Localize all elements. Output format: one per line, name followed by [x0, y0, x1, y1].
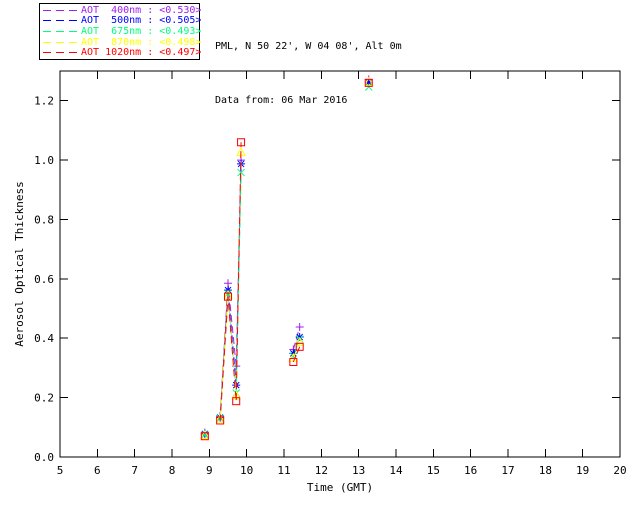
x-tick-label: 12 [315, 464, 328, 477]
x-tick-label: 11 [277, 464, 290, 477]
y-tick-label: 1.0 [34, 154, 54, 167]
marker-square [295, 342, 304, 351]
x-tick-label: 5 [57, 464, 64, 477]
x-tick-label: 20 [613, 464, 626, 477]
y-tick-label: 1.2 [34, 95, 54, 108]
x-tick-label: 9 [206, 464, 213, 477]
data-date: Data from: 06 Mar 2016 [215, 95, 348, 106]
marker-square [364, 78, 373, 87]
legend-entry-1: AOT 500nm : <0.505> [40, 15, 202, 27]
marker-plus [295, 322, 304, 331]
x-axis-title: Time (GMT) [307, 481, 373, 494]
marker-square [200, 432, 209, 441]
marker-triangle [294, 336, 305, 346]
marker-asterisk [200, 429, 209, 438]
legend-label: AOT 400nm : <0.530> [81, 4, 202, 16]
x-tick-label: 13 [352, 464, 365, 477]
legend-dash-line [43, 9, 77, 11]
legend-dash-line [43, 52, 77, 54]
y-tick-label: 0.0 [34, 451, 54, 464]
y-axis-title: Aerosol Optical Thickness [13, 181, 26, 347]
series-line [292, 326, 301, 350]
y-axis: 0.0 0.2 0.4 0.6 0.8 1.0 1.2 [34, 95, 620, 464]
series-aot-500nm [200, 78, 373, 438]
legend-label: AOT 1020nm : <0.497> [81, 47, 202, 59]
legend-dash-line [43, 41, 77, 43]
legend-dash-line [43, 20, 77, 22]
y-tick-label: 0.8 [34, 213, 54, 226]
marker-x [237, 168, 245, 177]
y-tick-label: 0.6 [34, 273, 54, 286]
x-tick-label: 16 [464, 464, 477, 477]
x-tick-label: 8 [169, 464, 176, 477]
series-line [219, 142, 242, 421]
series-aot-1020nm [200, 78, 373, 441]
station-title: PML, N 50 22', W 04 08', Alt 0m [215, 41, 402, 52]
legend-entry-3: AOT 870nm : <0.498> [40, 36, 202, 48]
series-line [292, 346, 301, 363]
y-tick-label: 0.2 [34, 392, 54, 405]
x-tick-label: 7 [131, 464, 138, 477]
marker-square [232, 397, 241, 406]
marker-asterisk [364, 78, 373, 87]
series-aot-870nm [200, 76, 374, 440]
x-tick-label: 6 [94, 464, 101, 477]
x-tick-label: 10 [240, 464, 253, 477]
x-tick-label: 19 [576, 464, 589, 477]
series-aot-400nm [200, 75, 373, 437]
marker-x [364, 83, 373, 91]
legend-dash-line [43, 30, 77, 32]
legend-label: AOT 870nm : <0.498> [81, 36, 202, 48]
marker-triangle [200, 430, 210, 440]
legend-entry-4: AOT 1020nm : <0.497> [40, 47, 202, 59]
marker-square [289, 357, 298, 366]
x-tick-label: 15 [427, 464, 440, 477]
legend-label: AOT 500nm : <0.505> [81, 15, 202, 27]
marker-square [216, 416, 225, 425]
legend-entry-2: AOT 675nm : <0.493> [40, 25, 202, 37]
marker-plus [224, 279, 232, 288]
marker-triangle [215, 413, 225, 423]
x-tick-label: 14 [389, 464, 403, 477]
x-axis: 5 6 7 8 9 10 11 12 13 14 15 16 17 18 19 20 [57, 71, 627, 477]
legend-entry-0: AOT 400nm : <0.530> [40, 4, 202, 16]
y-tick-label: 0.4 [34, 332, 54, 345]
x-tick-label: 17 [501, 464, 514, 477]
marker-square [224, 292, 232, 301]
marker-square [237, 138, 246, 147]
legend-label: AOT 675nm : <0.493> [81, 25, 202, 37]
series-aot-675nm [200, 83, 373, 439]
plot-frame [59, 70, 621, 458]
x-tick-label: 18 [539, 464, 552, 477]
title-block: PML, N 50 22', W 04 08', Alt 0m Data fro… [215, 2, 402, 146]
marker-triangle [363, 76, 374, 86]
legend-box: AOT 400nm : <0.530> AOT 500nm : <0.505> AO… [39, 3, 202, 60]
